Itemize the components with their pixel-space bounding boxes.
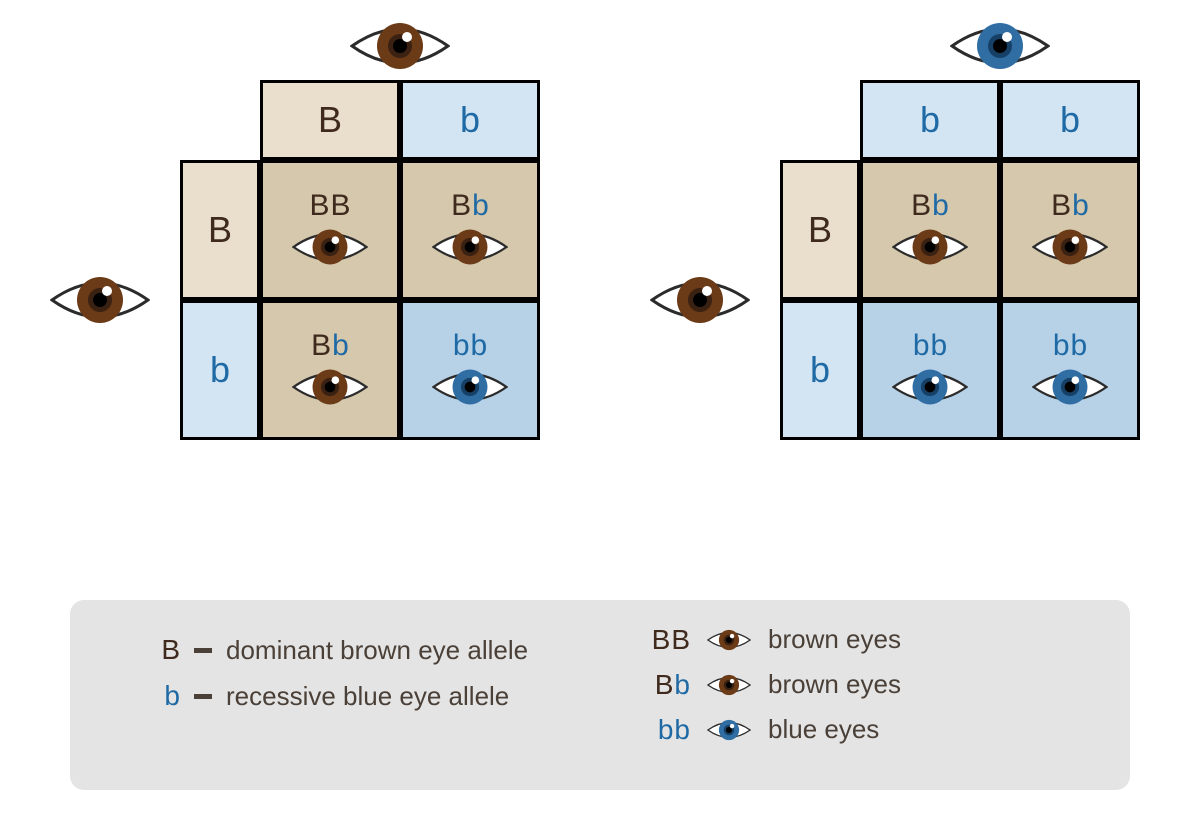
phenotype-eye-icon xyxy=(292,365,368,409)
allele-b: b xyxy=(1060,99,1080,141)
allele-b: b xyxy=(810,349,830,391)
allele-b: b xyxy=(453,331,470,361)
offspring-cell-1-0: bb xyxy=(860,300,1000,440)
allele-b: b xyxy=(658,716,674,744)
allele-B: B xyxy=(1051,191,1071,221)
legend-phenotype-row: BB brown eyes xyxy=(640,624,1110,655)
allele-b: b xyxy=(1072,191,1089,221)
offspring-cell-0-0: BB xyxy=(260,160,400,300)
legend-text: blue eyes xyxy=(768,714,879,745)
allele-B: B xyxy=(309,191,329,221)
offspring-cell-1-0: Bb xyxy=(260,300,400,440)
parent-left-eye-icon xyxy=(50,272,150,328)
row-header-1: b xyxy=(780,300,860,440)
phenotype-eye-icon xyxy=(1032,365,1108,409)
allele-B: B xyxy=(318,99,342,141)
punnett-square-0: BbBbBB Bb Bb bb xyxy=(0,20,600,580)
legend-text: brown eyes xyxy=(768,624,901,655)
allele-b: b xyxy=(674,716,690,744)
allele-B: B xyxy=(671,626,690,654)
allele-b: b xyxy=(460,99,480,141)
legend-left-column: Bdominant brown eye allele b recessive blu… xyxy=(70,600,630,790)
phenotype-eye-icon xyxy=(892,365,968,409)
allele-b: b xyxy=(931,331,948,361)
legend-symbol: b xyxy=(140,680,180,712)
parent-top-eye-icon xyxy=(930,18,1070,74)
genotype-label: bb xyxy=(913,331,947,361)
genotype-label: bb xyxy=(1053,331,1087,361)
legend-phenotype-row: Bb brown eyes xyxy=(640,669,1110,700)
legend-eye-icon xyxy=(704,627,754,653)
genotype-label: Bb xyxy=(911,191,949,221)
allele-b: b xyxy=(1053,331,1070,361)
offspring-cell-1-1: bb xyxy=(400,300,540,440)
phenotype-eye-icon xyxy=(432,365,508,409)
allele-b: b xyxy=(332,331,349,361)
legend-panel: Bdominant brown eye allele b recessive blu… xyxy=(70,600,1130,790)
col-header-0: B xyxy=(260,80,400,160)
legend-eye-icon xyxy=(704,717,754,743)
legend-text: brown eyes xyxy=(768,669,901,700)
row-header-0: B xyxy=(780,160,860,300)
allele-b: b xyxy=(210,349,230,391)
allele-B: B xyxy=(331,191,351,221)
allele-B: B xyxy=(652,626,671,654)
phenotype-eye-icon xyxy=(1032,225,1108,269)
offspring-cell-0-1: Bb xyxy=(1000,160,1140,300)
allele-b: b xyxy=(674,671,690,699)
legend-allele-row: Bdominant brown eye allele xyxy=(140,634,610,666)
parent-top-eye-icon xyxy=(330,18,470,74)
allele-B: B xyxy=(808,209,832,251)
dash-icon xyxy=(194,694,212,699)
allele-b: b xyxy=(920,99,940,141)
allele-B: B xyxy=(451,191,471,221)
parent-left-eye-icon xyxy=(650,272,750,328)
allele-b: b xyxy=(932,191,949,221)
genotype-label: Bb xyxy=(1051,191,1089,221)
allele-b: b xyxy=(1071,331,1088,361)
legend-genotype: Bb xyxy=(640,671,690,699)
legend-phenotype-row: bb blue eyes xyxy=(640,714,1110,745)
phenotype-eye-icon xyxy=(432,225,508,269)
dash-icon xyxy=(194,648,212,653)
legend-eye-icon xyxy=(704,672,754,698)
allele-B: B xyxy=(311,331,331,361)
punnett-squares-row: BbBbBB Bb Bb bb bbBbBb xyxy=(0,20,1200,580)
offspring-cell-0-0: Bb xyxy=(860,160,1000,300)
phenotype-eye-icon xyxy=(892,225,968,269)
genotype-label: bb xyxy=(453,331,487,361)
allele-B: B xyxy=(208,209,232,251)
genotype-label: Bb xyxy=(451,191,489,221)
legend-text: recessive blue eye allele xyxy=(226,681,509,712)
legend-genotype: BB xyxy=(640,626,690,654)
punnett-square-1: bbBbBb Bb bb bb xyxy=(600,20,1200,580)
legend-allele-row: b recessive blue eye allele xyxy=(140,680,610,712)
legend-symbol: B xyxy=(140,634,180,666)
allele-b: b xyxy=(471,331,488,361)
offspring-cell-1-1: bb xyxy=(1000,300,1140,440)
allele-B: B xyxy=(911,191,931,221)
legend-right-column: BB brown eyesBb brown eyesbb blue eyes xyxy=(630,600,1130,790)
allele-b: b xyxy=(472,191,489,221)
phenotype-eye-icon xyxy=(292,225,368,269)
row-header-0: B xyxy=(180,160,260,300)
legend-text: dominant brown eye allele xyxy=(226,635,528,666)
row-header-1: b xyxy=(180,300,260,440)
col-header-1: b xyxy=(400,80,540,160)
col-header-0: b xyxy=(860,80,1000,160)
allele-B: B xyxy=(655,671,674,699)
allele-b: b xyxy=(913,331,930,361)
col-header-1: b xyxy=(1000,80,1140,160)
genotype-label: Bb xyxy=(311,331,349,361)
page-root: BbBbBB Bb Bb bb bbBbBb xyxy=(0,0,1200,820)
genotype-label: BB xyxy=(309,191,350,221)
offspring-cell-0-1: Bb xyxy=(400,160,540,300)
legend-genotype: bb xyxy=(640,716,690,744)
